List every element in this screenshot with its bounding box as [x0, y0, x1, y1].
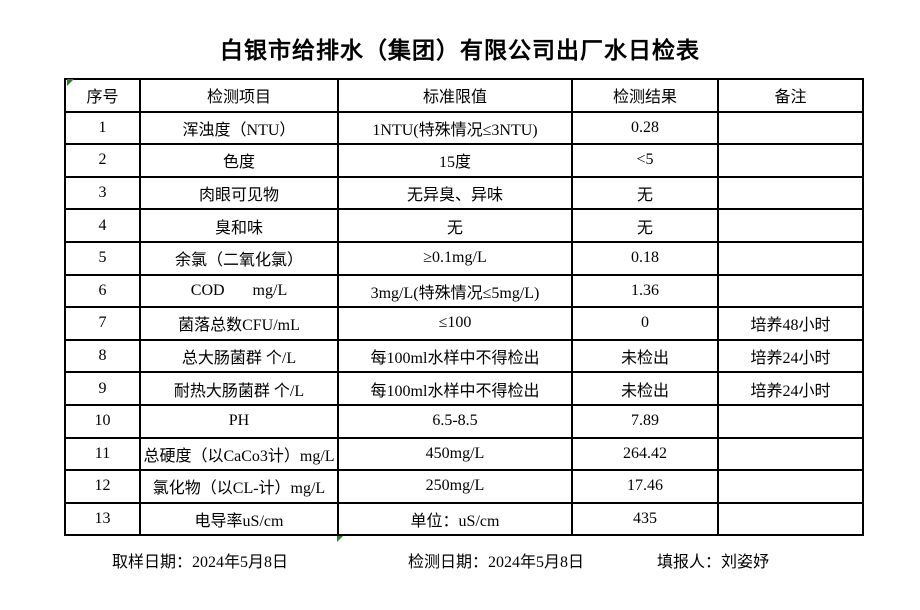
cell-standard: 每100ml水样中不得检出 [337, 371, 573, 406]
cell-result: 264.42 [571, 436, 719, 472]
cell-result: <5 [571, 143, 719, 178]
cell-standard: 无 [337, 208, 573, 243]
table-row: 1 浑浊度（NTU） 1NTU(特殊情况≤3NTU) 0.28 [64, 110, 864, 146]
cell-item: 总大肠菌群 个/L [139, 338, 339, 374]
cell-item: 色度 [139, 143, 339, 178]
cell-index: 4 [64, 208, 141, 243]
cell-result: 0.28 [571, 110, 719, 146]
cell-standard: 3mg/L(特殊情况≤5mg/L) [337, 273, 573, 309]
cell-standard: 15度 [337, 143, 573, 178]
cell-item: PH [139, 403, 339, 439]
cell-result: 0.18 [571, 240, 719, 276]
cell-result: 未检出 [571, 338, 719, 374]
cell-result: 未检出 [571, 371, 719, 406]
cell-index: 2 [64, 143, 141, 178]
cell-index: 3 [64, 175, 141, 211]
cell-item: 耐热大肠菌群 个/L [139, 371, 339, 406]
cell-remark: 培养24小时 [717, 371, 864, 406]
cell-result: 无 [571, 175, 719, 211]
cell-index: 11 [64, 436, 141, 472]
cell-remark [717, 208, 864, 243]
cell-index: 1 [64, 110, 141, 146]
cell-item: 总硬度（以CaCo3计）mg/L [139, 436, 339, 472]
table-row: 3 肉眼可见物 无异臭、异味无 [64, 175, 864, 211]
cell-index: 6 [64, 273, 141, 309]
cell-remark [717, 273, 864, 309]
table-row: 4 臭和味无无 [64, 208, 864, 243]
cell-index: 5 [64, 240, 141, 276]
cell-remark [717, 240, 864, 276]
cell-standard: 6.5-8.5 [337, 403, 573, 439]
table-header-row: 序号 检测项目 标准限值 检测结果 备注 [64, 78, 864, 113]
cell-remark [717, 436, 864, 472]
cell-result: 1.36 [571, 273, 719, 309]
table-row: 6 COD mg/L 3mg/L(特殊情况≤5mg/L) 1.36 [64, 273, 864, 309]
cell-remark [717, 501, 864, 537]
sampling-date-label: 取样日期：2024年5月8日 [112, 554, 289, 571]
cell-result: 7.89 [571, 403, 719, 439]
cell-remark [717, 403, 864, 439]
cell-item: 浑浊度（NTU） [139, 110, 339, 146]
cell-standard: 单位：uS/cm [337, 501, 573, 537]
reporter-label: 填报人：刘姿妤 [657, 554, 770, 571]
column-header-item: 检测项目 [139, 78, 339, 113]
test-date-label: 检测日期：2024年5月8日 [408, 554, 585, 571]
cell-index: 8 [64, 338, 141, 374]
table-row: 8 总大肠菌群 个/L 每100ml水样中不得检出 未检出 培养24小时 [64, 338, 864, 374]
inspection-table: 序号 检测项目 标准限值 检测结果 备注 1 浑浊度（NTU） 1NTU(特殊情况≤… [64, 78, 864, 537]
cell-remark: 培养24小时 [717, 338, 864, 374]
column-header-index: 序号 [64, 78, 141, 113]
table-row: 5 余氯（二氧化氯） ≥0.1mg/L 0.18 [64, 240, 864, 276]
cell-remark [717, 110, 864, 146]
cell-index: 10 [64, 403, 141, 439]
cell-index: 7 [64, 306, 141, 341]
cell-item: 电导率uS/cm [139, 501, 339, 537]
table-row: 12 氯化物（以CL-计）mg/L 250mg/L 17.46 [64, 469, 864, 504]
cell-item: 肉眼可见物 [139, 175, 339, 211]
cell-item: 余氯（二氧化氯） [139, 240, 339, 276]
cell-index: 12 [64, 469, 141, 504]
column-header-result: 检测结果 [571, 78, 719, 113]
page-title: 白银市给排水（集团）有限公司出厂水日检表 [220, 38, 700, 63]
cell-result: 无 [571, 208, 719, 243]
cell-standard: 每100ml水样中不得检出 [337, 338, 573, 374]
cell-index: 13 [64, 501, 141, 537]
cell-standard: 250mg/L [337, 469, 573, 504]
cell-item: 臭和味 [139, 208, 339, 243]
cell-standard: ≥0.1mg/L [337, 240, 573, 276]
cell-index: 9 [64, 371, 141, 406]
table-row: 9 耐热大肠菌群 个/L 每100ml水样中不得检出 未检出 培养24小时 [64, 371, 864, 406]
cell-remark [717, 469, 864, 504]
cell-item: COD mg/L [139, 273, 339, 309]
excel-error-indicator-icon [337, 536, 343, 542]
column-header-standard: 标准限值 [337, 78, 573, 113]
table-row: 7 菌落总数CFU/mL ≤100 0 培养48小时 [64, 306, 864, 341]
cell-standard: ≤100 [337, 306, 573, 341]
cell-item: 氯化物（以CL-计）mg/L [139, 469, 339, 504]
cell-standard: 450mg/L [337, 436, 573, 472]
cell-remark [717, 175, 864, 211]
cell-remark: 培养48小时 [717, 306, 864, 341]
column-header-remark: 备注 [717, 78, 864, 113]
cell-standard: 无异臭、异味 [337, 175, 573, 211]
cell-item: 菌落总数CFU/mL [139, 306, 339, 341]
excel-error-indicator-icon [67, 79, 74, 86]
table-row: 13 电导率uS/cm 单位：uS/cm 435 [64, 501, 864, 537]
cell-remark [717, 143, 864, 178]
table-row: 10 PH 6.5-8.5 7.89 [64, 403, 864, 439]
cell-result: 435 [571, 501, 719, 537]
cell-result: 17.46 [571, 469, 719, 504]
cell-standard: 1NTU(特殊情况≤3NTU) [337, 110, 573, 146]
table-row: 11 总硬度（以CaCo3计）mg/L 450mg/L 264.42 [64, 436, 864, 472]
table-row: 2 色度 15度 <5 [64, 143, 864, 178]
cell-result: 0 [571, 306, 719, 341]
